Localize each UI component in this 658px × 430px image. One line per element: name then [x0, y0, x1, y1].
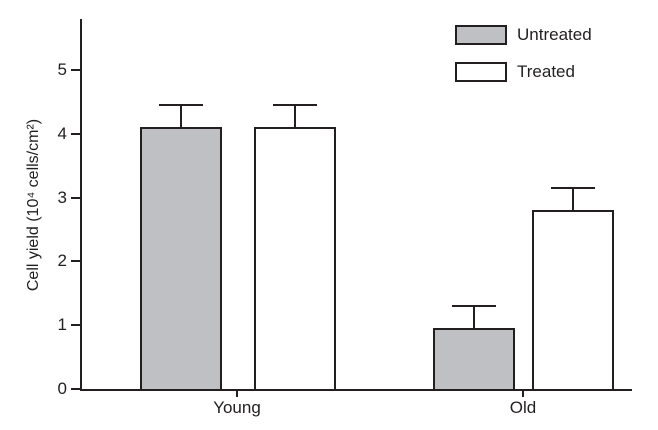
y-tick-label-2: 2 [57, 251, 67, 271]
error-cap-old-untreated [452, 305, 496, 308]
x-category-label-old: Old [509, 398, 537, 417]
bar-old-untreated [433, 328, 515, 391]
y-tick-label-0: 0 [57, 379, 67, 398]
untreated-swatch-icon [455, 25, 507, 45]
bar-old-treated [532, 210, 614, 391]
y-tick-label-1: 1 [57, 315, 67, 335]
x-tick-mark-young [236, 391, 238, 397]
x-axis-line [80, 389, 632, 391]
legend-item-untreated: Untreated [455, 24, 592, 46]
legend-label-treated: Treated [517, 62, 575, 81]
error-cap-young-treated [273, 104, 317, 107]
x-tick-mark-old [522, 391, 524, 397]
y-tick-mark-5 [71, 69, 80, 71]
error-cap-old-treated [551, 187, 595, 190]
y-tick-mark-0 [71, 388, 80, 390]
error-cap-young-untreated [159, 104, 203, 107]
legend-item-treated: Treated [455, 61, 592, 83]
y-tick-mark-1 [71, 324, 80, 327]
error-bar-young-treated [294, 105, 296, 128]
x-category-label-young: Young [213, 398, 261, 417]
y-tick-label-3: 3 [57, 187, 67, 207]
y-tick-mark-4 [71, 132, 80, 135]
y-axis-title: Cell yield (10⁴ cells/cm²) [25, 118, 42, 292]
y-tick-mark-3 [71, 196, 80, 199]
y-tick-label-5: 5 [57, 60, 67, 79]
y-tick-mark-2 [71, 260, 80, 263]
legend-label-untreated: Untreated [517, 25, 592, 44]
legend: Untreated Treated [455, 24, 592, 83]
error-bar-young-untreated [180, 105, 182, 128]
y-axis-line [80, 19, 82, 391]
y-tick-label-4: 4 [57, 123, 67, 143]
error-bar-old-treated [572, 188, 574, 211]
treated-swatch-icon [455, 62, 507, 82]
bar-young-treated [254, 127, 336, 391]
bar-young-untreated [140, 127, 222, 391]
error-bar-old-untreated [473, 306, 475, 329]
